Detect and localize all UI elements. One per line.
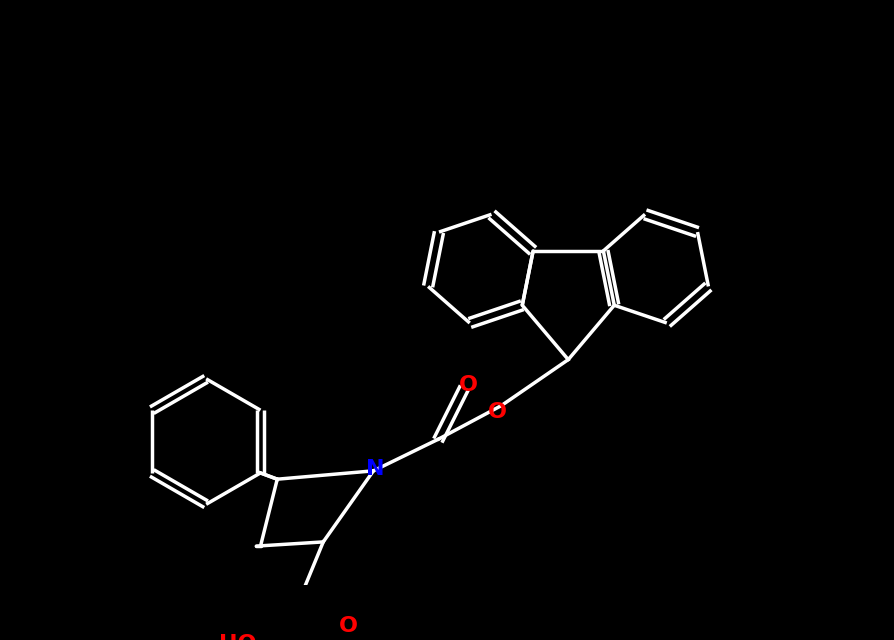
Text: N: N (366, 459, 384, 479)
Text: O: O (488, 403, 507, 422)
Text: O: O (459, 374, 477, 395)
Text: O: O (339, 616, 358, 636)
Text: HO: HO (219, 634, 257, 640)
